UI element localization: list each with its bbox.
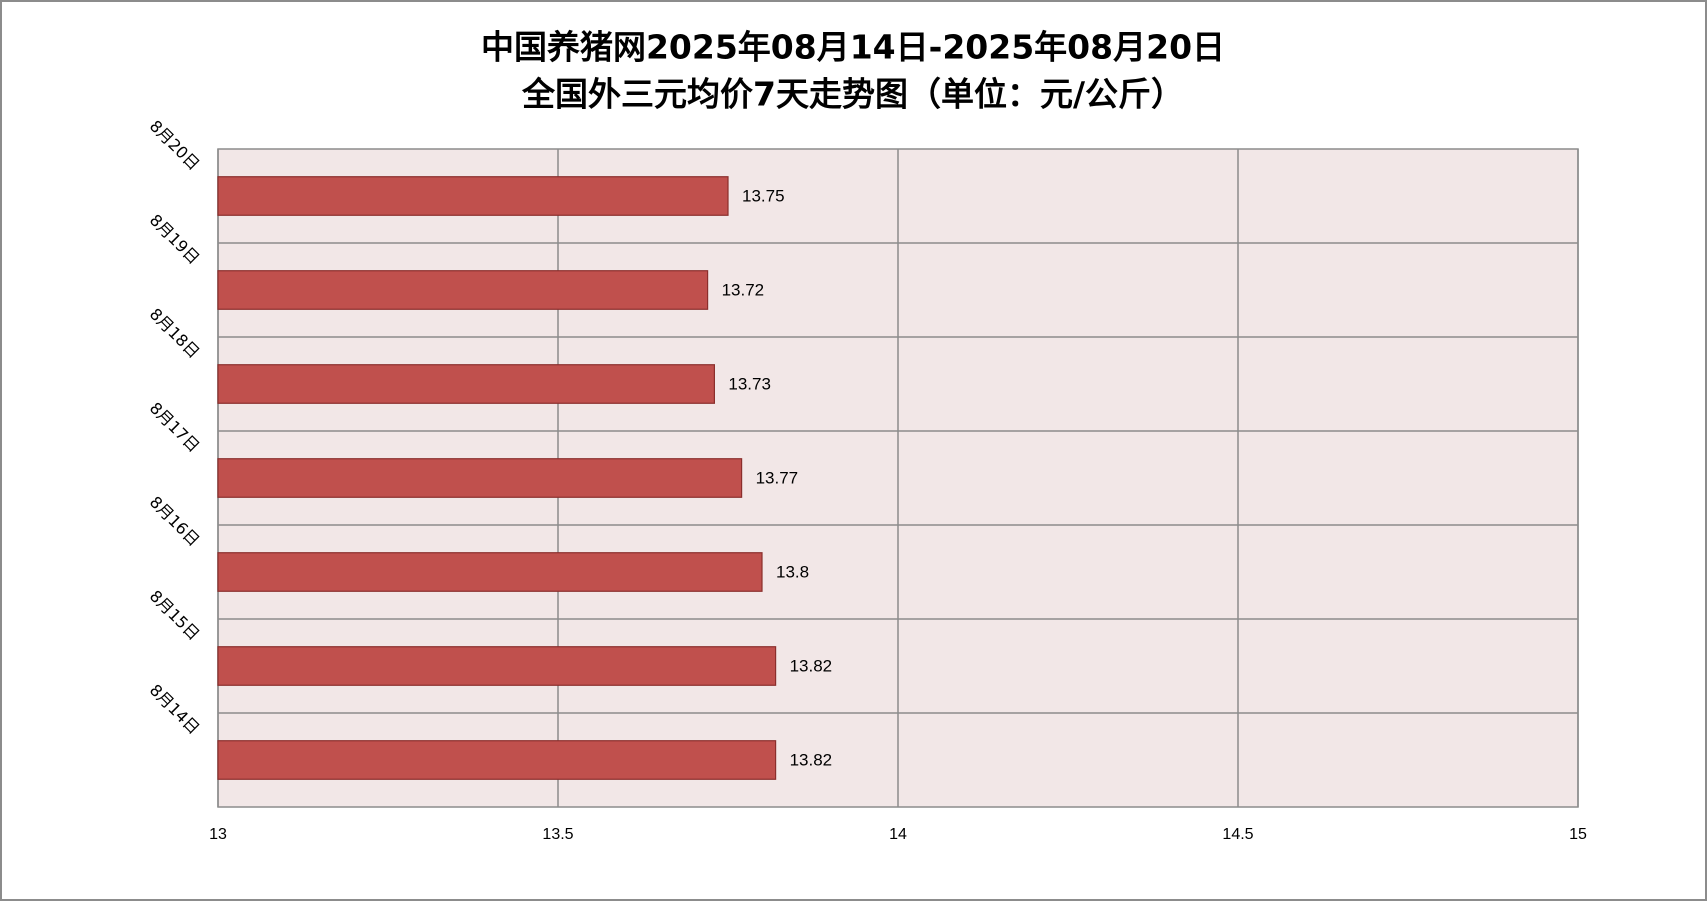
x-tick-label: 13 (209, 826, 227, 843)
bar (217, 458, 743, 498)
value-label: 13.82 (790, 656, 833, 675)
bar (217, 270, 709, 310)
value-label: 13.8 (776, 562, 809, 581)
x-tick-label: 14 (889, 826, 907, 843)
value-label: 13.73 (728, 374, 771, 393)
bar (217, 552, 763, 592)
value-label: 13.77 (756, 468, 799, 487)
bar (217, 364, 715, 404)
value-label: 13.82 (790, 750, 833, 769)
chart-subtitle: 全国外三元均价7天走势图（单位：元/公斤） (521, 75, 1184, 114)
value-label: 13.75 (742, 186, 785, 205)
x-tick-label: 13.5 (542, 826, 573, 843)
x-tick-label: 14.5 (1222, 826, 1253, 843)
x-tick-label: 15 (1569, 826, 1587, 843)
chart-title: 中国养猪网2025年08月14日-2025年08月20日 (481, 28, 1225, 67)
bar (217, 646, 777, 686)
bar (217, 740, 777, 780)
value-label: 13.72 (722, 280, 765, 299)
bar (217, 176, 729, 216)
